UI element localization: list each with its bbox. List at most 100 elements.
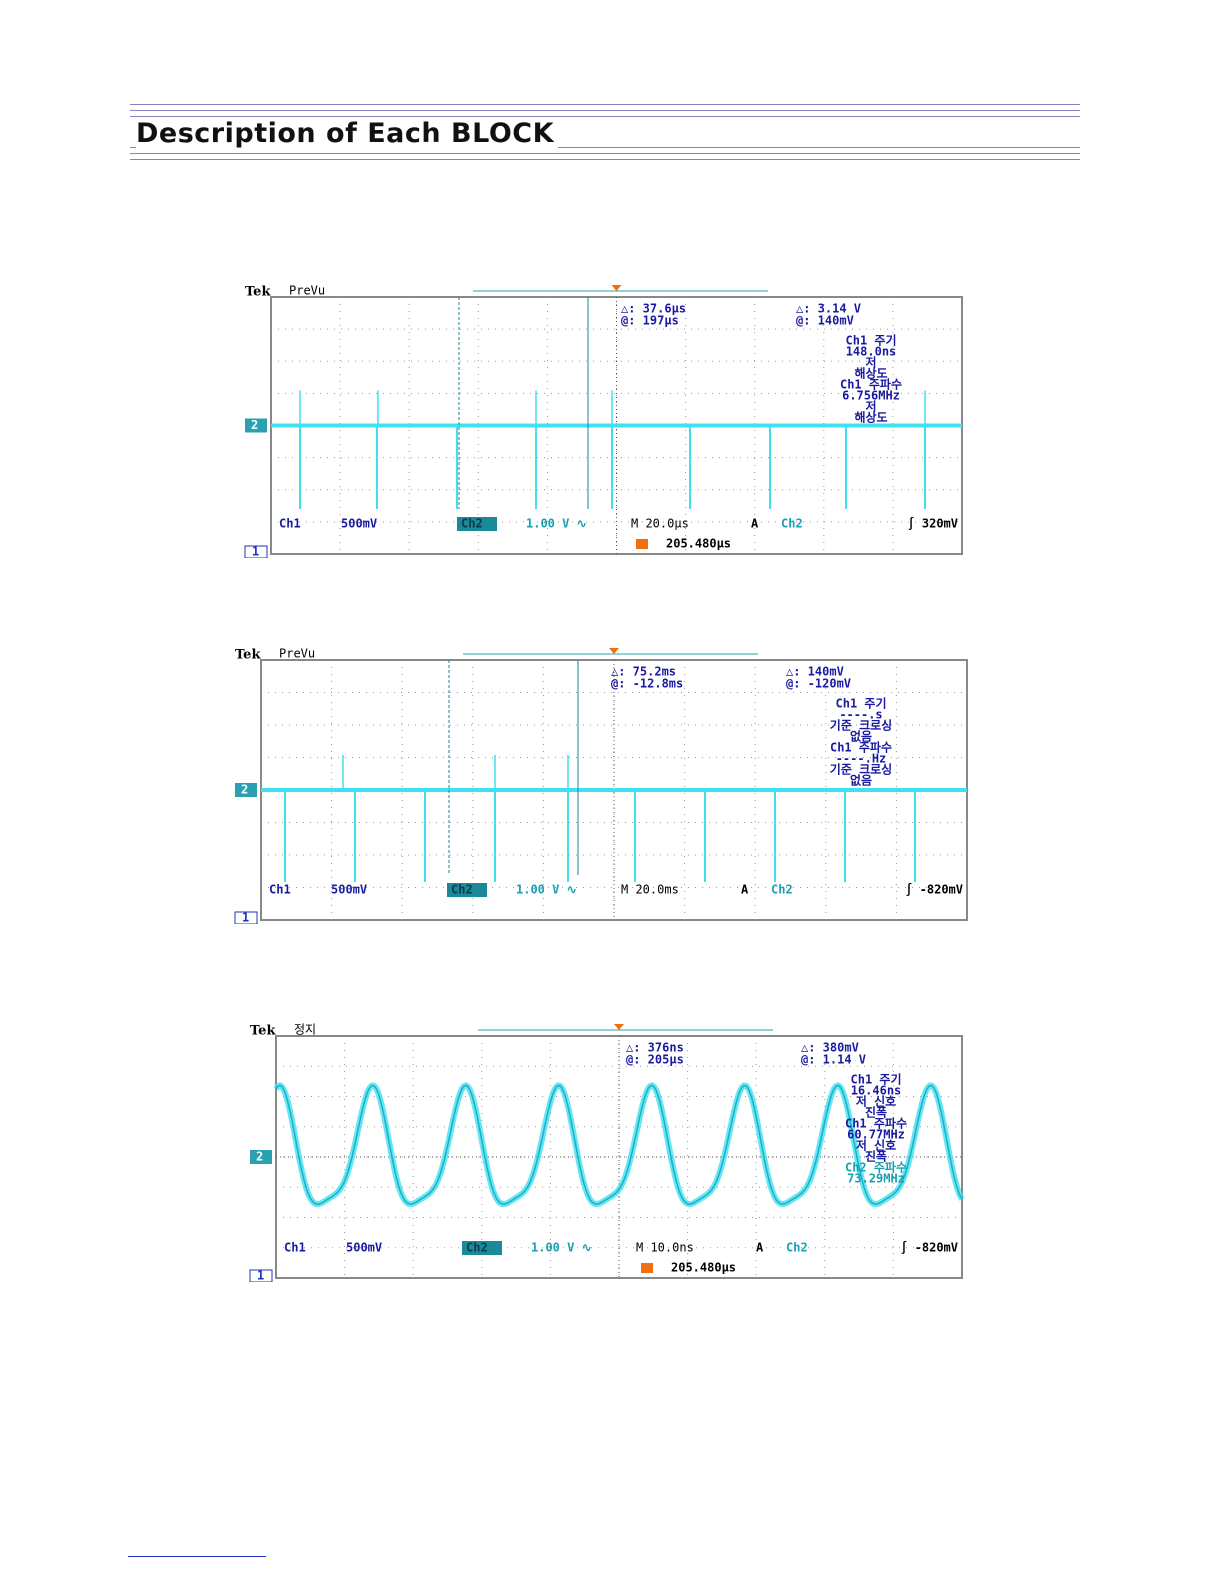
trigger-position: 205.480µs — [666, 537, 731, 551]
ch2-label: Ch2 — [466, 1241, 488, 1255]
cursor-readout: △: 3.14 V — [796, 302, 861, 316]
trigger-marker — [614, 1024, 624, 1030]
trigger-position: 205.480µs — [671, 1261, 736, 1275]
measurement: 없음 — [850, 729, 872, 744]
measurement: Ch1 주파수 — [830, 740, 892, 755]
measurement: 기준 크로싱 — [830, 718, 892, 733]
trigger-source: Ch2 — [771, 883, 793, 897]
ch2-box — [447, 883, 487, 897]
measurement: Ch1 주기 — [851, 1072, 902, 1087]
cursor-readout: △: 380mV — [801, 1041, 859, 1055]
rule — [130, 147, 1080, 148]
trigger-source: Ch2 — [781, 517, 803, 531]
trigger-marker — [609, 648, 619, 654]
channel-marker-box — [250, 1150, 272, 1164]
ch2-scale: 1.00 V ∿ — [526, 517, 587, 531]
mode: 정지 — [294, 1023, 316, 1037]
measurement: 진폭 — [865, 1149, 887, 1164]
brand: Tek — [245, 285, 271, 300]
measurement: Ch1 주기 — [836, 696, 887, 711]
ch2-box — [462, 1241, 502, 1255]
measurement: 해상도 — [854, 366, 887, 381]
measurement: Ch1 주파수 — [845, 1116, 907, 1131]
acquisition: A — [751, 517, 759, 531]
measurement: 16.46ns — [851, 1084, 902, 1098]
rule — [130, 110, 1080, 111]
channel-marker: 2 — [256, 1150, 263, 1164]
measurement: 73.29MHz — [847, 1172, 905, 1186]
oscilloscope-screen: Tek 정지 2 1 △: 376ns@: 205µs △: 380mV@: 1.14 V… — [249, 1023, 965, 1283]
measurement: Ch2 주파수 — [845, 1160, 907, 1175]
measurement: 148.0ns — [846, 345, 897, 359]
footer-rule — [128, 1556, 266, 1557]
cursor-readout: @: -12.8ms — [611, 677, 683, 691]
measurement: ----.s — [839, 708, 882, 722]
rule — [130, 104, 1080, 105]
ch1-scale: 500mV — [341, 517, 377, 531]
rule — [130, 159, 1080, 160]
ch1-label: Ch1 — [279, 517, 301, 531]
timebase: M 20.0µs — [631, 517, 689, 531]
measurement: 진폭 — [865, 1105, 887, 1120]
channel-marker-box — [245, 418, 267, 433]
header: Description of Each BLOCK — [130, 100, 1080, 162]
ch1-scale: 500mV — [331, 883, 367, 897]
trigger-level: ∫ -820mV — [905, 883, 963, 897]
mode: PreVu — [289, 284, 325, 298]
cursor-readout: △: 140mV — [786, 665, 844, 679]
ch2-scale: 1.00 V ∿ — [531, 1241, 592, 1255]
trigger-source: Ch2 — [786, 1241, 808, 1255]
ch1-label: Ch1 — [284, 1241, 306, 1255]
page-title: Description of Each BLOCK — [136, 118, 559, 149]
acquisition: A — [756, 1241, 764, 1255]
ground-marker-box — [244, 545, 268, 558]
brand: Tek — [250, 1024, 276, 1039]
trigger-level: ∫ -820mV — [900, 1241, 958, 1255]
cursor-readout: @: 140mV — [796, 314, 854, 328]
measurement: 저 — [865, 399, 876, 414]
ch1-scale: 500mV — [346, 1241, 382, 1255]
rule — [130, 116, 1080, 117]
oscilloscope-screen: Tek PreVu 2 1 △: 37.6µs@: 197µs △: 3.14 V@: 1… — [244, 284, 963, 559]
ch2-box — [457, 517, 497, 531]
ground-marker: 1 — [242, 911, 249, 925]
ground-marker-box — [249, 1269, 273, 1282]
acquisition: A — [741, 883, 749, 897]
cursor-readout: @: 205µs — [626, 1053, 684, 1067]
trigger-position-marker — [636, 539, 648, 549]
ch2-scale: 1.00 V ∿ — [516, 883, 577, 897]
measurement: 6.756MHz — [842, 389, 900, 403]
measurement: 기준 크로싱 — [830, 762, 892, 777]
rule — [130, 153, 1080, 154]
measurement: 60.77MHz — [847, 1128, 905, 1142]
channel-marker: 2 — [251, 418, 258, 432]
channel-marker-box — [235, 783, 257, 797]
brand: Tek — [235, 648, 261, 663]
timebase: M 20.0ms — [621, 883, 679, 897]
ch1-label: Ch1 — [269, 883, 291, 897]
measurement: 없음 — [850, 773, 872, 788]
trigger-position-marker — [641, 1263, 653, 1273]
waveform — [275, 1084, 963, 1205]
oscilloscope-screen: Tek PreVu 2 1 △: 75.2ms@: -12.8ms △: 140mV@: … — [234, 647, 968, 925]
cursor-readout: △: 75.2ms — [611, 665, 676, 679]
ch2-label: Ch2 — [451, 883, 473, 897]
measurement: 저 — [865, 355, 876, 370]
cursor-readout: @: 1.14 V — [801, 1053, 866, 1067]
ground-marker: 1 — [252, 545, 259, 559]
measurement: Ch1 주파수 — [840, 377, 902, 392]
cursor-readout: @: -120mV — [786, 677, 851, 691]
timebase: M 10.0ns — [636, 1241, 694, 1255]
measurement: 해상도 — [854, 410, 887, 425]
ground-marker: 1 — [257, 1269, 264, 1283]
ch2-label: Ch2 — [461, 517, 483, 531]
trigger-marker — [611, 285, 622, 291]
measurement: Ch1 주기 — [846, 333, 897, 348]
ground-marker-box — [234, 911, 258, 924]
mode: PreVu — [279, 647, 315, 661]
cursor-readout: △: 37.6µs — [621, 302, 686, 316]
measurement: 저 신호 — [856, 1138, 896, 1153]
measurement: 저 신호 — [856, 1094, 896, 1109]
cursor-readout: @: 197µs — [621, 314, 679, 328]
